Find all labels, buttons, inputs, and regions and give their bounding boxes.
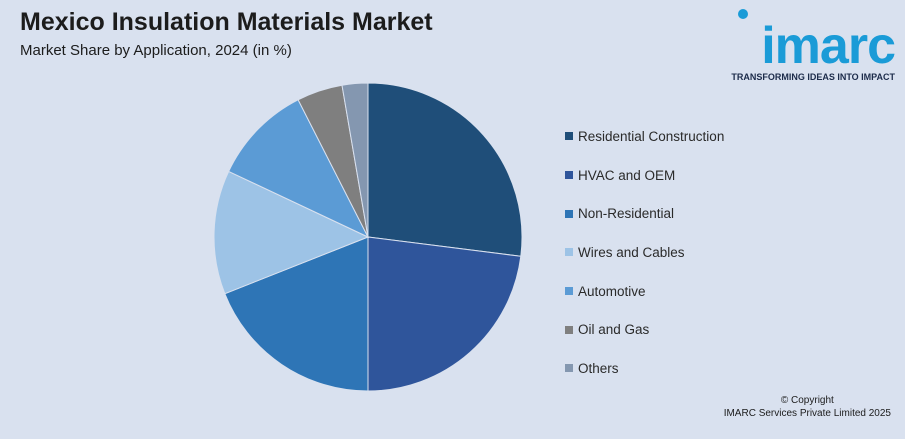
- logo-dot-icon: [738, 9, 748, 19]
- legend-item: Oil and Gas: [565, 310, 724, 349]
- imarc-logo: imarc TRANSFORMING IDEAS INTO IMPACT: [720, 6, 896, 86]
- pie-slice-wires-and-cables: [213, 170, 370, 295]
- legend-item: Others: [565, 349, 724, 388]
- chart-title: Mexico Insulation Materials Market: [20, 8, 433, 36]
- legend-swatch: [565, 364, 573, 373]
- pie-slice-automotive: [227, 99, 370, 239]
- legend-swatch: [565, 325, 573, 334]
- copyright-line: © Copyright: [780, 395, 834, 406]
- legend-label: Residential Construction: [578, 128, 725, 144]
- copyright-owner: IMARC Services Private Limited 2025: [723, 408, 891, 419]
- legend-swatch: [565, 132, 573, 141]
- legend-label: Automotive: [578, 283, 646, 299]
- legend-item: Wires and Cables: [565, 233, 724, 272]
- legend-swatch: [565, 171, 573, 180]
- chart-subtitle: Market Share by Application, 2024 (in %): [20, 42, 292, 59]
- legend-swatch: [565, 287, 573, 296]
- legend-label: Wires and Cables: [578, 244, 685, 260]
- pie-slice-non-residential: [224, 236, 369, 392]
- logo-tagline: TRANSFORMING IDEAS INTO IMPACT: [731, 72, 895, 82]
- pie-slice-residential-construction: [367, 82, 523, 257]
- legend-item: HVAC and OEM: [565, 156, 724, 195]
- pie-slice-hvac-and-oem: [367, 236, 522, 392]
- legend-item: Residential Construction: [565, 117, 724, 156]
- legend-label: Oil and Gas: [578, 322, 650, 338]
- legend-item: Non-Residential: [565, 194, 724, 233]
- legend-label: Non-Residential: [578, 206, 675, 222]
- pie-slice-others: [341, 82, 369, 238]
- legend-item: Automotive: [565, 272, 724, 311]
- legend-label: Others: [578, 360, 619, 376]
- legend-swatch: [565, 248, 573, 257]
- copyright-notice: © Copyright IMARC Services Private Limit…: [724, 394, 891, 420]
- logo-wordmark: imarc: [761, 17, 896, 75]
- chart-legend: Residential Construction HVAC and OEM Non-…: [565, 117, 724, 388]
- legend-swatch: [565, 209, 573, 218]
- legend-label: HVAC and OEM: [578, 167, 676, 183]
